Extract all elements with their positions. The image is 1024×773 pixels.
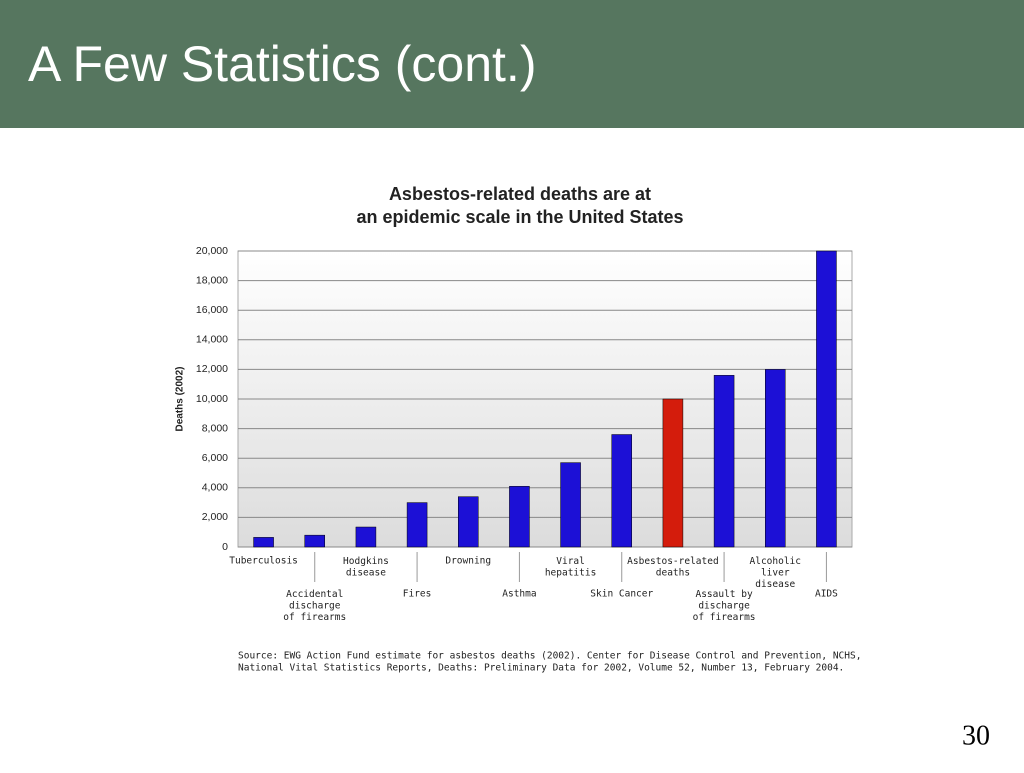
source-note: Source: EWG Action Fund estimate for asb…: [238, 651, 861, 662]
bar: [816, 250, 837, 548]
bar: [662, 398, 684, 548]
x-tick-label: Accidental discharge of firearms: [283, 589, 346, 623]
y-tick-label: 16,000: [196, 304, 228, 316]
header-band: [0, 0, 1024, 128]
y-tick-label: 8,000: [202, 422, 228, 434]
x-tick-label: Drowning: [445, 556, 491, 567]
x-tick-label: Tuberculosis: [229, 556, 298, 567]
y-tick-label: 4,000: [202, 482, 228, 494]
x-tick-label: Alcoholic liver disease: [750, 556, 801, 590]
x-tick-label: AIDS: [815, 589, 838, 600]
y-tick-label: 18,000: [196, 274, 228, 286]
chart-title: Asbestos-related deaths are at: [389, 184, 651, 204]
bar: [509, 486, 530, 548]
source-note: National Vital Statistics Reports, Death…: [238, 663, 844, 674]
bar: [458, 496, 479, 548]
bar: [304, 534, 325, 548]
bar: [406, 502, 428, 548]
x-tick-label: Viral hepatitis: [545, 556, 596, 579]
x-tick-label: Asbestos-related deaths: [627, 556, 719, 579]
x-tick-label: Hodgkins disease: [343, 556, 389, 579]
x-tick-label: Fires: [403, 589, 432, 600]
bar: [611, 434, 632, 548]
bar: [560, 462, 581, 548]
y-axis-label: Deaths (2002): [175, 366, 186, 431]
x-tick-label: Asthma: [502, 589, 536, 600]
y-tick-label: 6,000: [202, 452, 228, 464]
bar: [765, 369, 786, 548]
bar: [355, 526, 377, 548]
y-tick-label: 2,000: [202, 511, 228, 523]
y-tick-label: 10,000: [196, 393, 228, 405]
slide-title: A Few Statistics (cont.): [28, 36, 536, 92]
chart-title: an epidemic scale in the United States: [356, 207, 683, 227]
y-tick-label: 20,000: [196, 245, 228, 257]
page-number: 30: [962, 720, 990, 751]
x-tick-label: Skin Cancer: [590, 589, 653, 600]
y-tick-label: 12,000: [196, 363, 228, 375]
x-tick-label: Assault by discharge of firearms: [693, 589, 756, 623]
y-tick-label: 0: [222, 541, 228, 553]
bar: [713, 375, 735, 548]
bar: [253, 537, 274, 548]
y-tick-label: 14,000: [196, 334, 228, 346]
